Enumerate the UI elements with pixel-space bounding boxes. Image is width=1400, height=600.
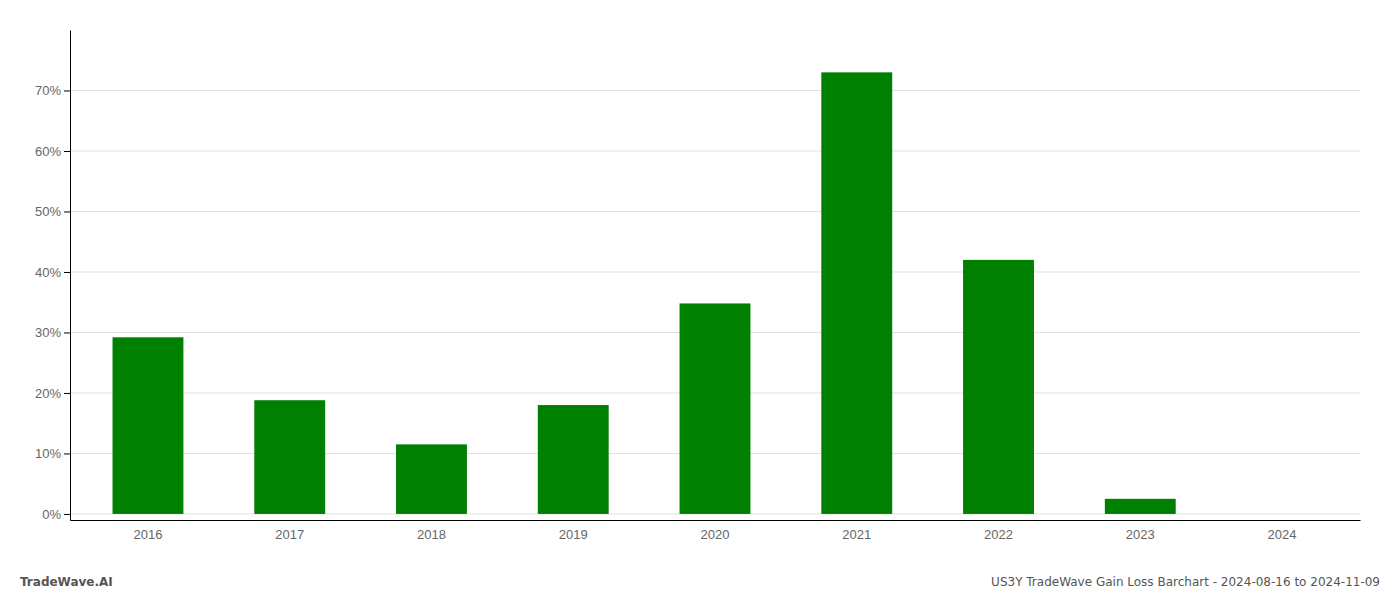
plot: 2016 2017 2018 2019 2020 2021 2022 2023 2024 0% 10… — [35, 31, 1361, 543]
y-tick: 70% — [35, 83, 70, 98]
x-tick: 2019 — [559, 520, 588, 542]
y-tick-mark — [64, 151, 70, 152]
bar — [1105, 499, 1176, 514]
bar — [113, 337, 184, 514]
y-tick-label: 50% — [35, 204, 61, 219]
y-tick-label: 10% — [35, 446, 61, 461]
annotation: TradeWave.AI — [20, 575, 113, 589]
x-tick-label: 2022 — [984, 527, 1013, 542]
y-tick: 40% — [35, 265, 70, 280]
bar — [963, 260, 1034, 514]
y-tick-label: 70% — [35, 83, 61, 98]
x-tick-label: 2017 — [275, 527, 304, 542]
annotation: US3Y TradeWave Gain Loss Barchart - 2024… — [991, 575, 1380, 589]
x-tick: 2017 — [275, 520, 304, 542]
bar — [396, 444, 467, 514]
x-axis: 2016 2017 2018 2019 2020 2021 2022 2023 2024 — [71, 520, 1361, 542]
y-axis: 0% 10% 20% 30% 40% 50% 60% 70% — [35, 31, 71, 522]
y-tick-mark — [64, 514, 70, 515]
grid — [70, 90, 1360, 513]
x-tick-label: 2024 — [1268, 527, 1297, 542]
y-tick-mark — [64, 211, 70, 212]
y-tick-mark — [64, 332, 70, 333]
x-tick-label: 2021 — [842, 527, 871, 542]
x-tick: 2016 — [134, 520, 163, 542]
x-tick-label: 2016 — [134, 527, 163, 542]
x-tick: 2020 — [701, 520, 730, 542]
x-axis-line — [71, 520, 1361, 521]
bars — [113, 72, 1176, 514]
bar — [538, 405, 609, 514]
y-tick: 30% — [35, 325, 70, 340]
grid-line — [70, 211, 1360, 212]
x-tick: 2018 — [417, 520, 446, 542]
bar — [680, 303, 751, 514]
y-tick-label: 20% — [35, 386, 61, 401]
bar — [254, 400, 325, 514]
y-tick-label: 40% — [35, 265, 61, 280]
y-tick-label: 0% — [42, 507, 61, 522]
y-tick-mark — [64, 90, 70, 91]
x-tick-label: 2023 — [1126, 527, 1155, 542]
x-tick-label: 2018 — [417, 527, 446, 542]
y-tick: 0% — [42, 507, 70, 522]
bar — [821, 72, 892, 514]
bar — [1247, 513, 1318, 514]
y-tick: 20% — [35, 386, 70, 401]
x-tick: 2024 — [1268, 520, 1297, 542]
y-tick: 60% — [35, 144, 70, 159]
grid-line — [70, 150, 1360, 151]
y-tick-label: 30% — [35, 325, 61, 340]
x-tick: 2023 — [1126, 520, 1155, 542]
x-tick: 2022 — [984, 520, 1013, 542]
y-tick: 10% — [35, 446, 70, 461]
x-tick-label: 2020 — [701, 527, 730, 542]
x-tick-label: 2019 — [559, 527, 588, 542]
y-axis-line — [70, 31, 71, 521]
y-tick-mark — [64, 272, 70, 273]
grid-line — [70, 90, 1360, 91]
grid-line — [70, 271, 1360, 272]
y-tick-mark — [64, 393, 70, 394]
y-tick-label: 60% — [35, 144, 61, 159]
chart: 2016 2017 2018 2019 2020 2021 2022 2023 2024 0% 10… — [0, 0, 1400, 600]
x-tick: 2021 — [842, 520, 871, 542]
y-tick-mark — [64, 453, 70, 454]
y-tick: 50% — [35, 204, 70, 219]
